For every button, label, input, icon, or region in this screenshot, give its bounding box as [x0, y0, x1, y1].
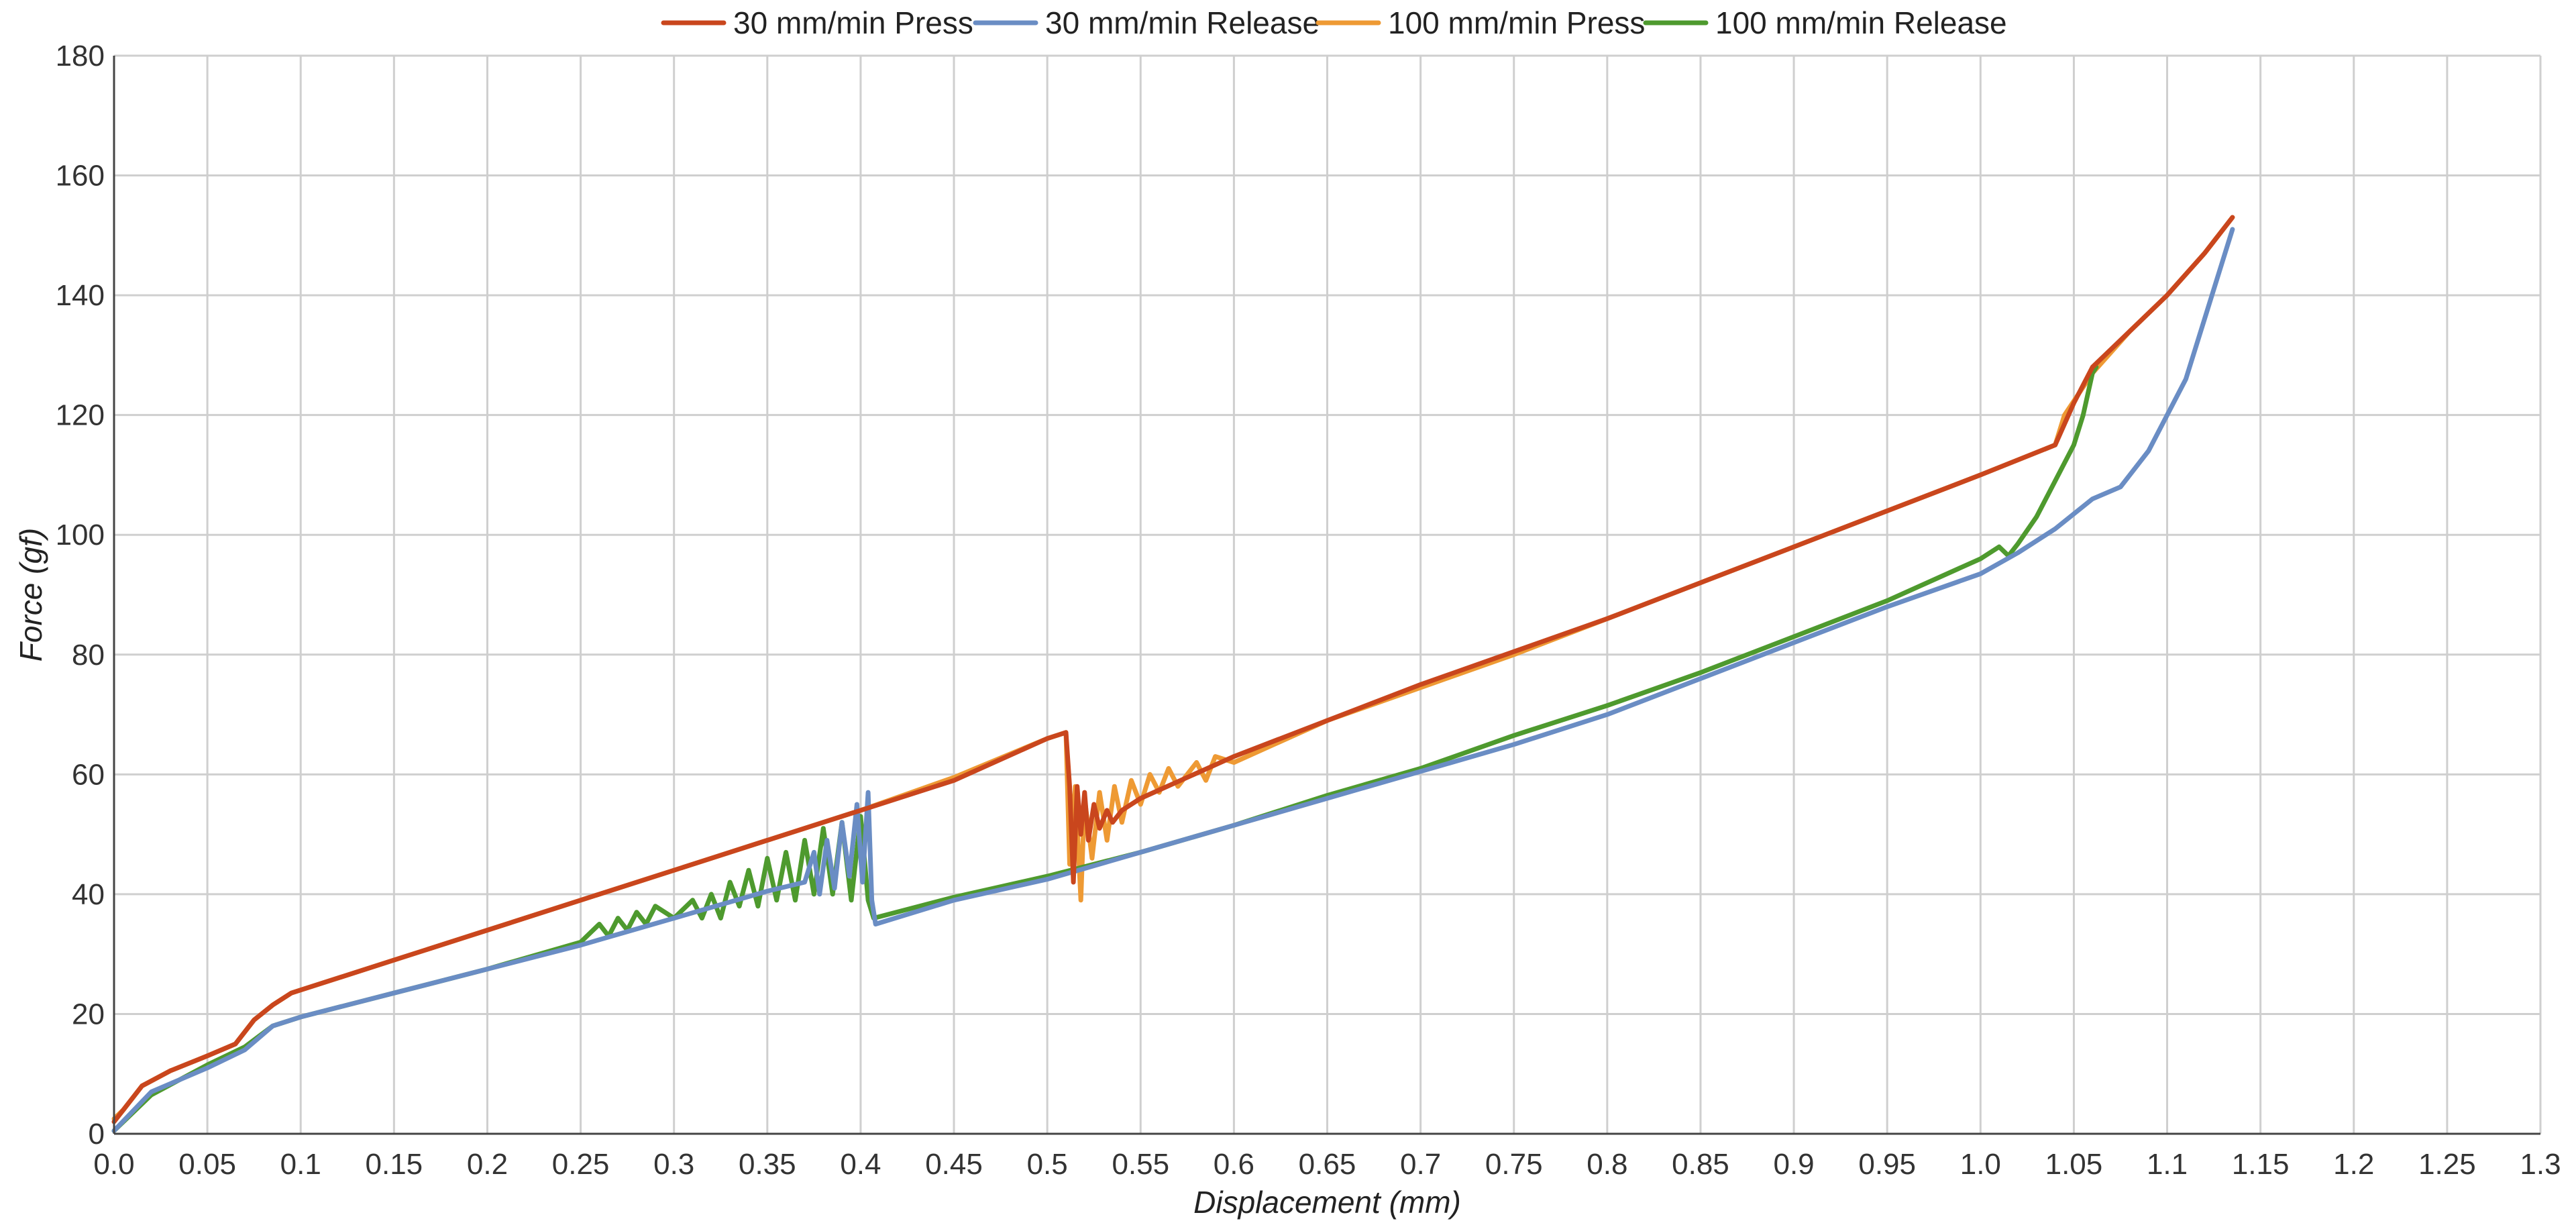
x-tick-label: 0.85	[1672, 1148, 1729, 1181]
x-tick-label: 0.25	[552, 1148, 610, 1181]
series-lines	[111, 215, 2235, 1133]
x-tick-label: 1.15	[2232, 1148, 2290, 1181]
x-tick-label: 0.45	[925, 1148, 983, 1181]
x-tick-label: 0.0	[93, 1148, 134, 1181]
y-axis-title: Force (gf)	[13, 528, 48, 661]
vertical-gridlines	[206, 56, 2542, 1134]
x-tick-label: 1.1	[2147, 1148, 2188, 1181]
y-tick-label: 20	[72, 998, 105, 1030]
legend-label: 30 mm/min Press	[733, 5, 973, 40]
series-line-1	[111, 227, 2235, 1133]
x-tick-label: 0.2	[467, 1148, 508, 1181]
x-tick-label: 0.9	[1773, 1148, 1814, 1181]
x-tick-label: 0.6	[1214, 1148, 1254, 1181]
x-tick-label: 0.1	[280, 1148, 321, 1181]
y-tick-label: 120	[56, 399, 105, 432]
y-tick-label: 160	[56, 160, 105, 193]
y-tick-label: 140	[56, 279, 105, 312]
x-tick-label: 1.3	[2520, 1148, 2561, 1181]
x-tick-label: 0.05	[178, 1148, 236, 1181]
x-tick-label: 0.5	[1027, 1148, 1068, 1181]
series-line-0	[111, 215, 2235, 1124]
x-tick-label: 0.35	[739, 1148, 796, 1181]
legend: 30 mm/min Press 30 mm/min Release 100 mm/m…	[661, 5, 2007, 40]
y-tick-label: 0	[89, 1118, 105, 1151]
x-tick-label: 0.7	[1400, 1148, 1441, 1181]
x-tick-label: 0.4	[840, 1148, 881, 1181]
y-tick-labels: 0 20 40 60 80 100 120 140 160 180	[56, 40, 105, 1151]
y-tick-label: 60	[72, 758, 105, 791]
legend-label: 100 mm/min Press	[1388, 5, 1645, 40]
y-tick-label: 100	[56, 519, 105, 551]
x-tick-label: 1.0	[1960, 1148, 2001, 1181]
y-tick-label: 180	[56, 40, 105, 72]
series-line-3	[111, 364, 2099, 1133]
x-tick-label: 1.05	[2045, 1148, 2103, 1181]
x-tick-labels: 0.0 0.05 0.1 0.15 0.2 0.25 0.3 0.35 0.4 0.45 0.5 0.…	[93, 1148, 2561, 1181]
x-tick-label: 1.25	[2418, 1148, 2476, 1181]
x-tick-label: 0.75	[1485, 1148, 1543, 1181]
y-tick-label: 40	[72, 878, 105, 911]
x-tick-label: 0.95	[1858, 1148, 1916, 1181]
x-tick-label: 1.2	[2333, 1148, 2374, 1181]
x-tick-label: 0.8	[1587, 1148, 1627, 1181]
legend-label: 30 mm/min Release	[1045, 5, 1320, 40]
x-tick-label: 0.55	[1112, 1148, 1169, 1181]
horizontal-gridlines	[114, 54, 2540, 1015]
x-axis-title: Displacement (mm)	[1193, 1185, 1461, 1220]
x-tick-label: 0.3	[653, 1148, 694, 1181]
x-tick-label: 0.65	[1299, 1148, 1356, 1181]
y-tick-label: 80	[72, 639, 105, 672]
x-tick-label: 0.15	[366, 1148, 423, 1181]
legend-label: 100 mm/min Release	[1715, 5, 2007, 40]
